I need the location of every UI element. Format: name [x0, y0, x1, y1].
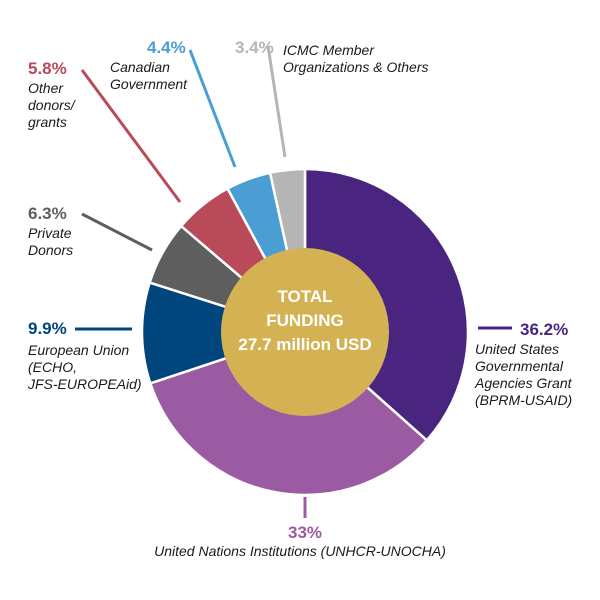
pct-label-private: 6.3%	[28, 204, 67, 223]
pct-label-eu: 9.9%	[28, 319, 67, 338]
leader-line-icmc	[266, 45, 287, 158]
leader-line-canada	[188, 49, 237, 168]
center-line-2: FUNDING	[266, 311, 343, 330]
category-label-canada: Canadian Government	[110, 59, 188, 92]
pct-label-canada: 4.4%	[147, 38, 186, 57]
center-line-3: 27.7 million USD	[238, 335, 371, 354]
pct-label-us: 36.2%	[520, 320, 568, 339]
category-label-icmc: ICMC Member Organizations & Others	[283, 42, 429, 75]
pct-label-other: 5.8%	[28, 59, 67, 78]
pct-label-un: 33%	[288, 523, 322, 542]
category-label-private: Private Donors	[28, 225, 73, 258]
leader-lines	[75, 45, 512, 518]
category-label-us: United States Governmental Agencies Grant(…	[474, 341, 573, 408]
leader-line-private	[81, 212, 153, 252]
category-label-other: Other donors/grants	[28, 80, 77, 130]
category-label-eu: European Union (ECHO, JFS-EUROPEAid)	[27, 342, 142, 392]
leader-line-other	[80, 69, 182, 203]
pct-label-icmc: 3.4%	[235, 38, 274, 57]
category-label-un: United Nations Institutions (UNHCR-UNOCH…	[154, 543, 446, 559]
center-total-circle	[221, 248, 389, 416]
center-line-1: TOTAL	[277, 287, 332, 306]
